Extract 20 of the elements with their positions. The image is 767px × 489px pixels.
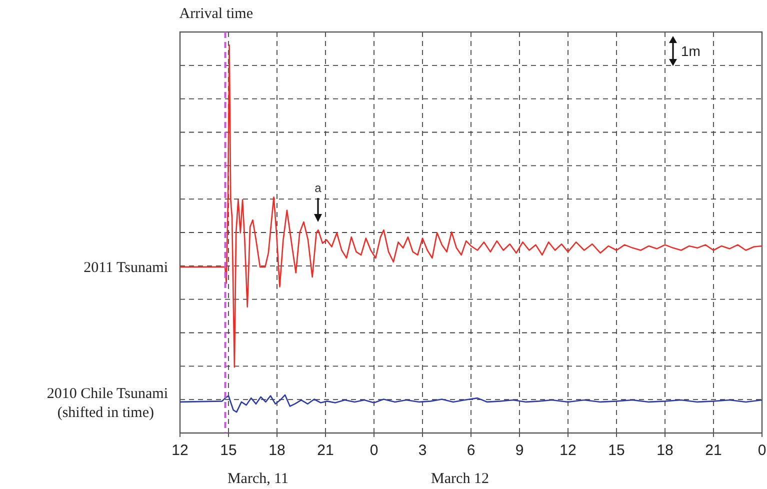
x-tick-label: 15	[220, 442, 237, 459]
annotation: 1m	[681, 43, 700, 59]
x-tick-label: 12	[560, 442, 576, 459]
x-tick-label: 18	[268, 442, 286, 459]
x-tick-label: 9	[515, 442, 524, 459]
series-label: 2011 Tsunami	[84, 260, 168, 276]
x-tick-label: 0	[758, 442, 766, 459]
text: March 12	[431, 471, 489, 487]
text: March, 11	[227, 471, 289, 487]
series-label: 2010 Chile Tsunami (shifted in time)	[46, 386, 168, 421]
x-tick-label: 12	[172, 442, 188, 459]
x-tick-label: 15	[608, 442, 625, 459]
x-tick-label: 3	[418, 442, 427, 459]
x-tick-label: 21	[317, 442, 334, 459]
x-tick-label: 0	[370, 442, 378, 459]
annotation: a	[314, 181, 322, 195]
x-tick-label: 21	[705, 442, 722, 459]
ref-line-label: Arrival time	[179, 6, 254, 22]
x-tick-label: 18	[656, 442, 674, 459]
x-tick-label: 6	[466, 442, 476, 459]
